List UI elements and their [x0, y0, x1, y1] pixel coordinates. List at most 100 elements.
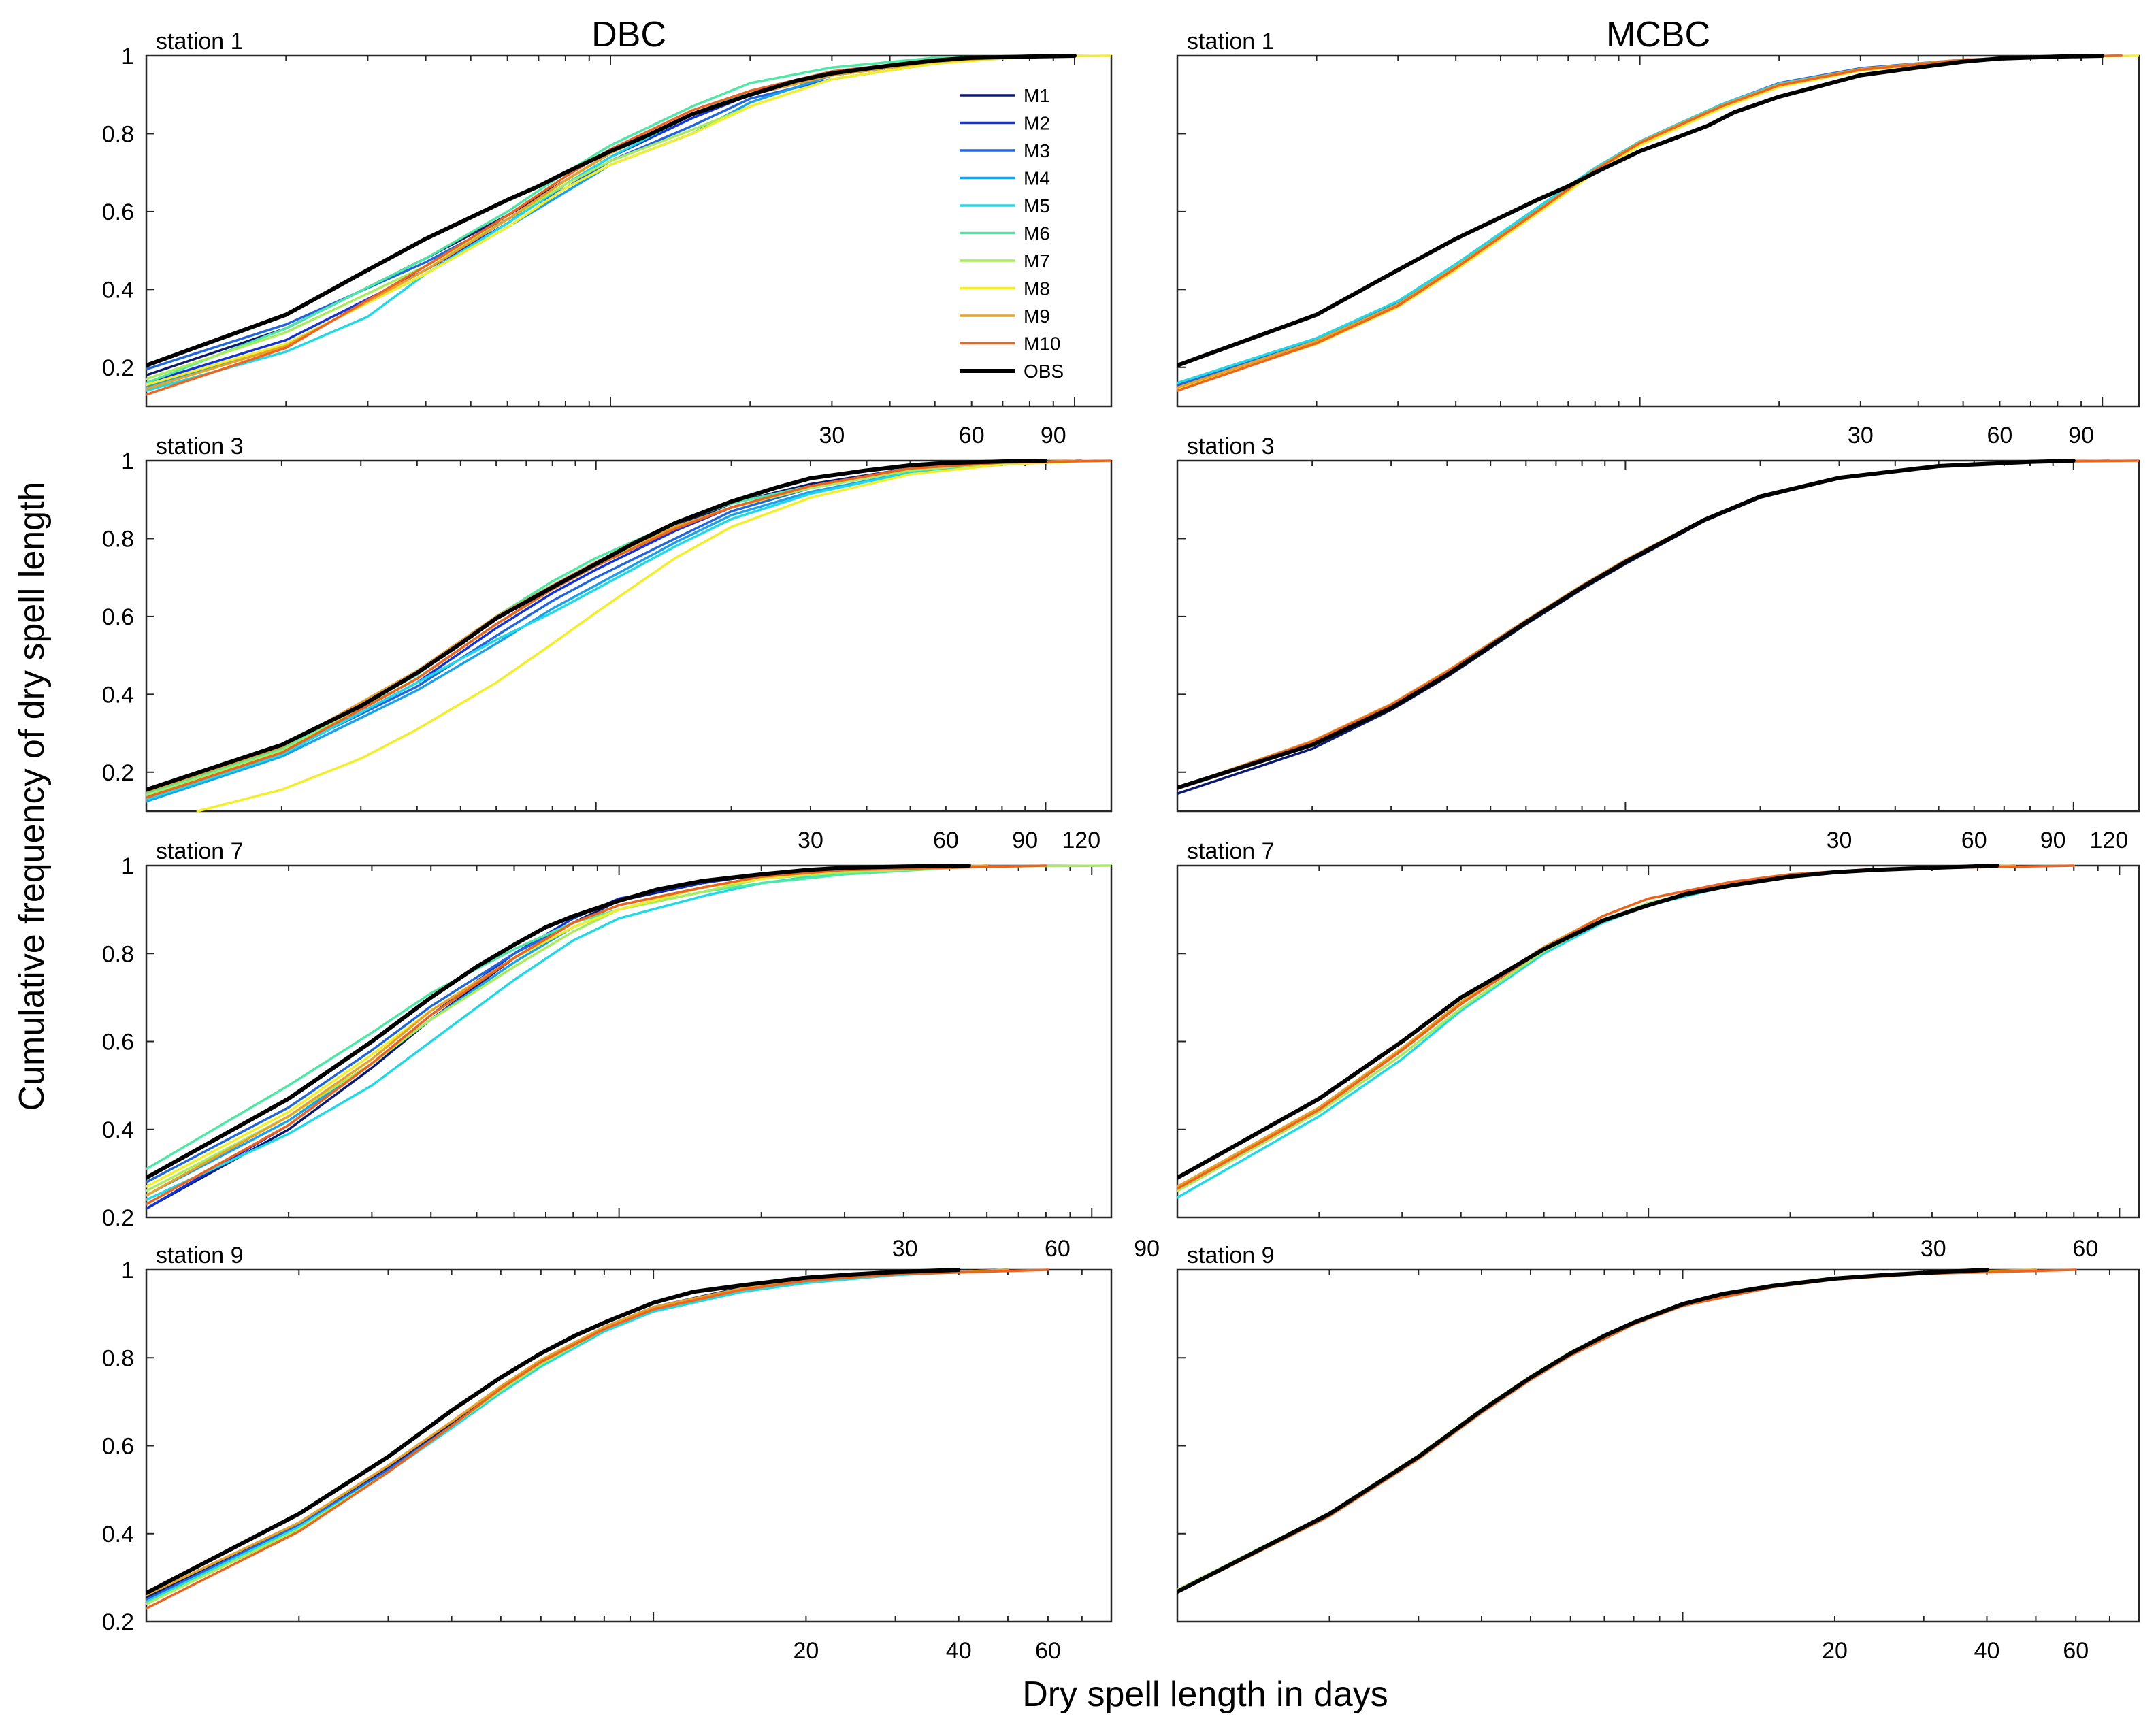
y-tick-label: 1: [121, 448, 134, 474]
y-tick-label: 0.2: [102, 355, 134, 381]
series-m10: [146, 864, 1047, 1206]
x-tick-label: 30: [1827, 827, 1852, 853]
legend-label-m8: M8: [1024, 278, 1050, 299]
curves: [1177, 54, 2139, 392]
x-tick-label: 20: [793, 1638, 819, 1664]
series-obs: [1177, 864, 1999, 1180]
series-m9: [146, 54, 1031, 391]
plot-frame: [1176, 54, 2140, 408]
series-m9: [1177, 1268, 2038, 1593]
series-m8: [146, 864, 988, 1188]
series-m1: [146, 1268, 1009, 1599]
y-tick-label: 0.4: [102, 682, 134, 708]
y-tick-label: 0.6: [102, 604, 134, 630]
curves: [146, 459, 1111, 813]
station-label: station 3: [1187, 433, 1275, 459]
y-tick-label: 0.8: [102, 1345, 134, 1371]
plot-frame: [1176, 1268, 2140, 1623]
panel-p2: 30 60 90 station 1 MCBC: [1176, 15, 2140, 448]
x-tick-label: 90: [2040, 827, 2066, 853]
x-tick-label: 90: [1041, 423, 1066, 448]
x-tick-label: 60: [1961, 827, 1987, 853]
curves: [146, 864, 1111, 1210]
x-top-tick-label: 30: [1921, 1236, 1946, 1262]
series-m7: [1177, 864, 2016, 1192]
series-m5: [1177, 54, 2123, 384]
station-label: station 9: [1187, 1243, 1275, 1268]
x-top-tick-label: 30: [892, 1236, 918, 1262]
legend-label-m5: M5: [1024, 195, 1050, 216]
series-m5: [1177, 1268, 2038, 1592]
series-m2: [146, 864, 951, 1210]
y-tick-label: 0.2: [102, 1609, 134, 1635]
y-tick-label: 1: [121, 1258, 134, 1283]
y-tick-label: 0.8: [102, 526, 134, 552]
series-m7: [1177, 1268, 2038, 1592]
series-m8: [146, 54, 1111, 387]
station-label: station 1: [1187, 29, 1275, 54]
x-tick-label: 30: [819, 423, 845, 448]
series-m9: [146, 864, 988, 1197]
series-m10: [146, 1268, 1049, 1610]
x-tick-label: 40: [946, 1638, 972, 1664]
series-m5: [146, 864, 988, 1201]
y-tick-label: 0.6: [102, 199, 134, 225]
x-tick-label: 60: [959, 423, 985, 448]
x-tick-label: 60: [2063, 1638, 2089, 1664]
series-obs: [1177, 1268, 1989, 1594]
legend: M1 M2 M3 M4 M5 M6 M7 M8 M9 M10 OBS: [960, 85, 1064, 382]
y-tick-label: 0.8: [102, 121, 134, 147]
series-m6: [146, 54, 1031, 384]
series-m7: [146, 1268, 1009, 1605]
panel-title: MCBC: [1606, 15, 1710, 54]
x-tick-label: 90: [2068, 423, 2094, 448]
x-tick-label: 120: [2090, 827, 2129, 853]
series-m10: [146, 54, 1031, 396]
plot-frame: [1176, 459, 2140, 813]
series-m3: [146, 864, 951, 1184]
y-axis-label: Cumulative frequency of dry spell length: [12, 482, 52, 1111]
series-m3: [146, 1268, 1009, 1601]
series-m4: [146, 54, 1031, 389]
station-label: station 1: [156, 29, 244, 54]
station-label: station 9: [156, 1243, 244, 1268]
legend-label-m7: M7: [1024, 250, 1050, 272]
series-m5: [1177, 864, 2016, 1199]
legend-label-m2: M2: [1024, 113, 1050, 134]
series-m4: [146, 864, 951, 1197]
legend-label-obs: OBS: [1024, 361, 1064, 382]
panel-p7: 0.2 0.4 0.6 0.8 1 20 40 60 30 60 90 station 9: [102, 1236, 1160, 1664]
legend-label-m3: M3: [1024, 140, 1050, 161]
series-obs: [1177, 54, 2105, 367]
x-tick-label: 60: [933, 827, 959, 853]
series-obs: [146, 459, 1048, 792]
y-tick-label: 0.4: [102, 1117, 134, 1143]
series-obs: [146, 54, 1077, 367]
x-tick-label: 120: [1062, 827, 1100, 853]
series-obs: [146, 1268, 961, 1595]
x-tick-label: 60: [1035, 1638, 1061, 1664]
x-top-tick-label: 60: [1045, 1236, 1071, 1262]
series-m1: [146, 864, 951, 1210]
series-m8: [196, 459, 1098, 813]
legend-label-m6: M6: [1024, 223, 1050, 244]
panel-p4: 30 60 90 120 station 3: [1176, 433, 2140, 853]
y-tick-label: 0.4: [102, 277, 134, 303]
station-label: station 3: [156, 433, 244, 459]
series-obs: [1177, 459, 2076, 790]
curves: [146, 1268, 1049, 1610]
legend-label-m4: M4: [1024, 168, 1050, 189]
series-m5: [146, 459, 1083, 801]
x-tick-label: 60: [1987, 423, 2013, 448]
plot-frame: [145, 459, 1113, 813]
x-tick-label: 90: [1012, 827, 1038, 853]
series-m9: [146, 1268, 1009, 1596]
y-tick-label: 0.2: [102, 760, 134, 786]
curves: [1177, 864, 2076, 1199]
x-top-tick-label: 90: [1134, 1236, 1160, 1262]
legend-label-m10: M10: [1024, 333, 1060, 355]
x-top-tick-label: 60: [2072, 1236, 2098, 1262]
series-m5: [146, 54, 1031, 392]
plot-frame: [1176, 864, 2140, 1219]
